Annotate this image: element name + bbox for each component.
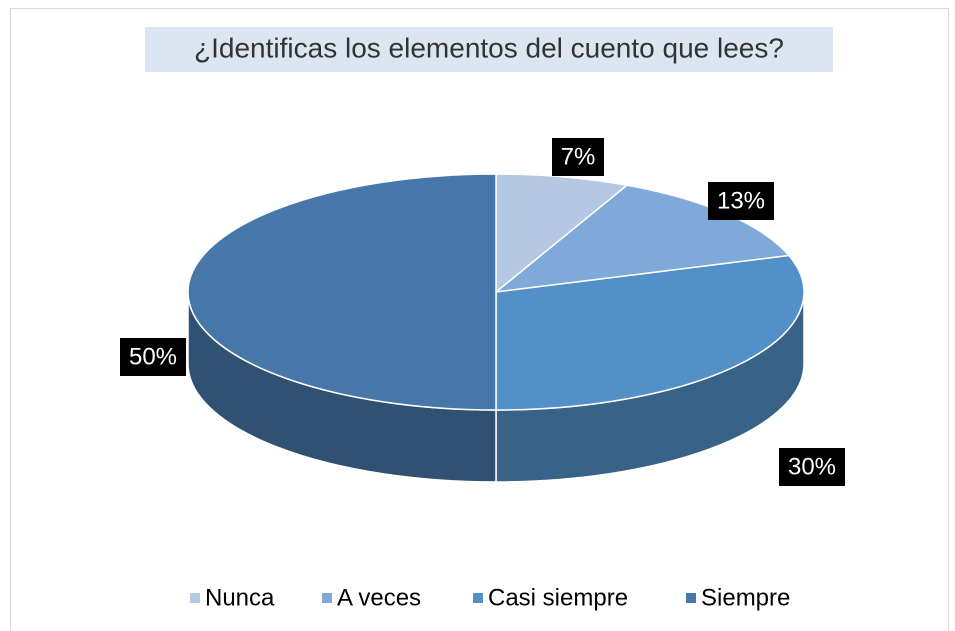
slice <box>187 173 497 411</box>
data-label: 30% <box>788 453 836 480</box>
title-background <box>145 27 833 72</box>
legend-label: Casi siempre <box>488 584 628 611</box>
legend-marker <box>322 593 332 603</box>
data-label-box <box>120 338 186 376</box>
slice <box>495 254 805 411</box>
data-label: 50% <box>129 343 177 370</box>
legend-label: Nunca <box>205 584 275 611</box>
slice <box>495 173 629 294</box>
legend-marker <box>190 593 200 603</box>
legend-label: Siempre <box>701 584 790 611</box>
legend-marker <box>473 593 483 603</box>
data-label: 7% <box>561 143 596 170</box>
legend-label: A veces <box>337 584 421 611</box>
data-label-box <box>552 138 604 176</box>
data-label: 13% <box>717 187 765 214</box>
chart-title: ¿Identificas los elementos del cuento qu… <box>194 32 784 63</box>
data-label-box <box>708 182 774 220</box>
legend-marker <box>686 593 696 603</box>
data-label-box <box>779 448 845 486</box>
